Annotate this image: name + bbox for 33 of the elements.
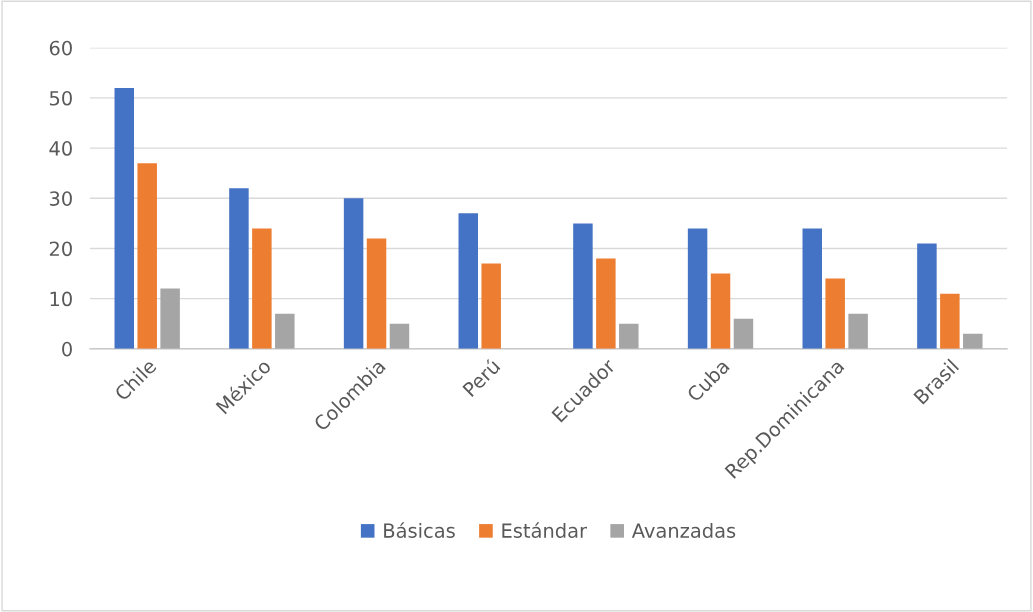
y-tick-label: 10 [50, 291, 72, 307]
bar [848, 313, 868, 349]
bar [252, 228, 272, 349]
bar [733, 318, 754, 349]
bar [458, 213, 479, 349]
bar [343, 198, 364, 349]
y-tick-label: 60 [49, 40, 72, 56]
y-tick-label: 0 [62, 341, 72, 357]
bar [229, 188, 249, 349]
bar [596, 258, 616, 349]
bar [917, 243, 937, 349]
bar [160, 288, 180, 349]
bar [687, 228, 708, 349]
y-tick-label: 30 [49, 191, 72, 206]
bar [825, 278, 845, 349]
y-tick-label: 50 [49, 90, 72, 106]
bar [940, 293, 960, 349]
bar [275, 313, 295, 349]
bar [114, 87, 135, 349]
y-tick-label: 20 [49, 241, 72, 257]
bar [573, 223, 593, 349]
bar [137, 163, 157, 349]
legend-label: Estándar [502, 522, 588, 538]
bar [389, 323, 410, 349]
y-tick-label: 40 [49, 141, 72, 156]
bar [619, 323, 639, 349]
bar [481, 263, 501, 349]
bar [366, 238, 387, 349]
legend-label: Avanzadas [631, 522, 736, 538]
bar [710, 273, 731, 349]
bar [802, 228, 822, 349]
legend-label: Básicas [384, 522, 455, 538]
bar [963, 333, 983, 349]
